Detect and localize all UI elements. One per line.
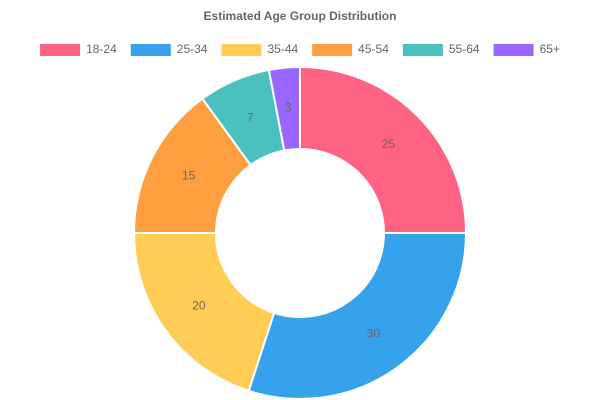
value-label: 15: [182, 168, 196, 182]
legend-swatch: [40, 44, 81, 56]
value-label: 25: [382, 137, 396, 151]
legend-label: 25-34: [177, 42, 208, 56]
slice: [247, 232, 468, 400]
legend-label: 55-64: [449, 42, 480, 56]
slice: [267, 65, 301, 152]
slice: [132, 232, 276, 393]
slice: [299, 65, 468, 234]
legend-swatch: [221, 44, 262, 56]
value-label: 7: [247, 110, 254, 124]
value-label: 20: [192, 299, 206, 313]
legend-swatch: [130, 44, 171, 56]
legend-swatch: [402, 44, 443, 56]
legend-label: 35-44: [267, 42, 298, 56]
legend-swatch: [312, 44, 353, 56]
chart-title: Estimated Age Group Distribution: [204, 9, 397, 23]
legend-label: 45-54: [358, 42, 389, 56]
value-label: 30: [367, 326, 381, 340]
legend-swatch: [493, 44, 534, 56]
legend-label: 65+: [540, 42, 560, 56]
value-label: 3: [285, 101, 292, 115]
legend: 18-24 25-34 35-44 45-54 55-64 65+: [40, 42, 560, 56]
legend-label: 18-24: [86, 42, 117, 56]
